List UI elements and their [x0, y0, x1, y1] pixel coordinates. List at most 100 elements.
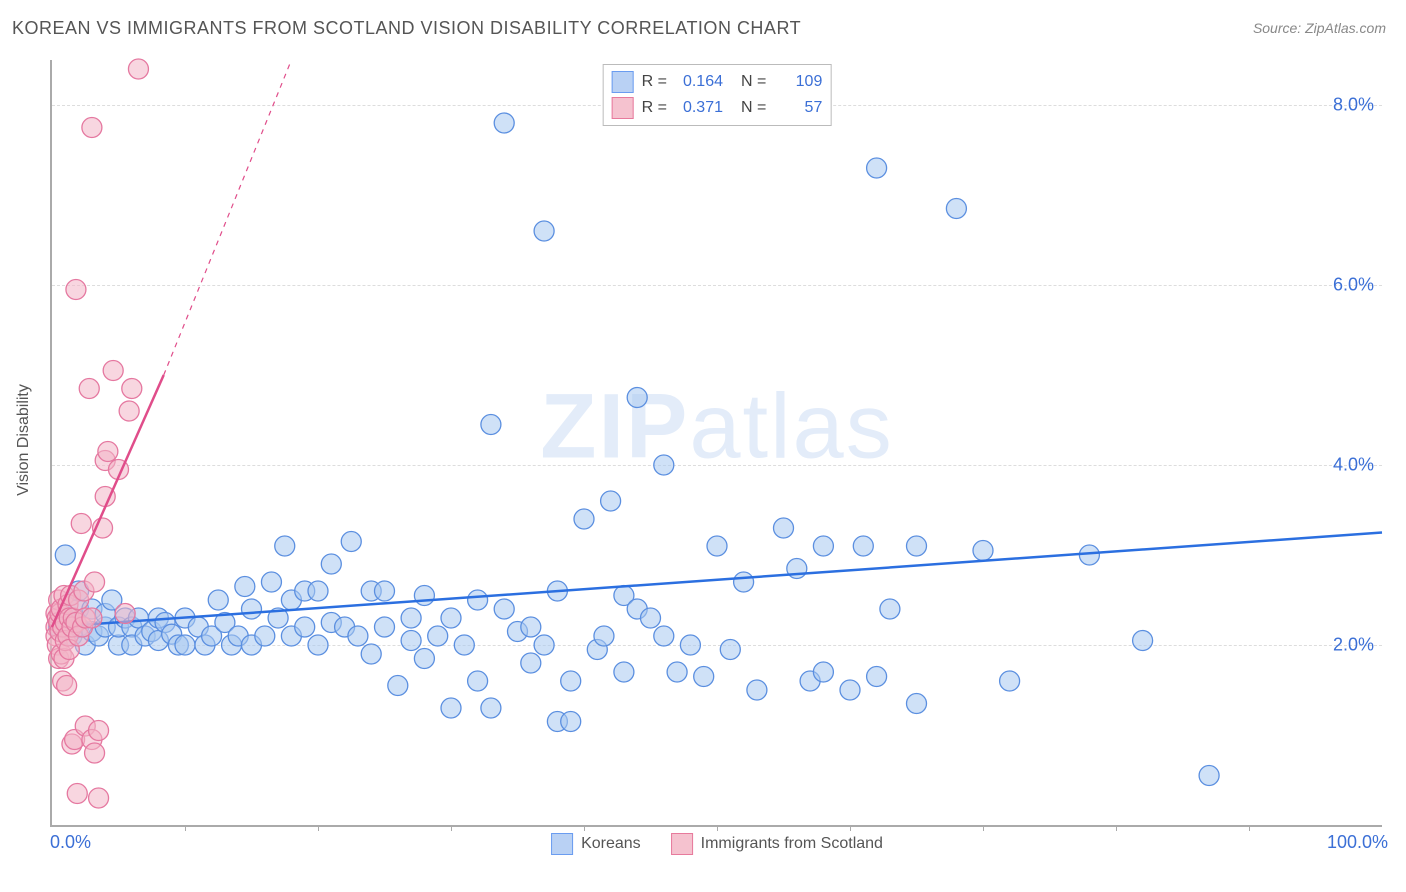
data-point: [454, 635, 474, 655]
y-axis-label: Vision Disability: [15, 384, 33, 496]
data-point: [774, 518, 794, 538]
data-point: [867, 158, 887, 178]
data-point: [98, 442, 118, 462]
data-point: [667, 662, 687, 682]
data-point: [561, 712, 581, 732]
data-point: [242, 599, 262, 619]
x-axis-tick-mark: [451, 825, 452, 831]
chart-title: KOREAN VS IMMIGRANTS FROM SCOTLAND VISIO…: [12, 18, 801, 39]
data-point: [375, 581, 395, 601]
data-point: [441, 608, 461, 628]
data-point: [813, 536, 833, 556]
legend-swatch: [671, 833, 693, 855]
data-point: [401, 631, 421, 651]
data-point: [720, 640, 740, 660]
data-point: [375, 617, 395, 637]
x-axis-tick-mark: [983, 825, 984, 831]
data-point: [561, 671, 581, 691]
data-point: [680, 635, 700, 655]
data-point: [1133, 631, 1153, 651]
data-point: [494, 113, 514, 133]
data-point: [654, 455, 674, 475]
data-point: [348, 626, 368, 646]
data-point: [208, 590, 228, 610]
data-point: [641, 608, 661, 628]
data-point: [880, 599, 900, 619]
data-point: [308, 581, 328, 601]
x-axis-tick-mark: [850, 825, 851, 831]
data-point: [85, 743, 105, 763]
data-point: [907, 694, 927, 714]
data-point: [534, 221, 554, 241]
data-point: [122, 379, 142, 399]
data-point: [67, 784, 87, 804]
data-point: [481, 415, 501, 435]
data-point: [627, 388, 647, 408]
data-point: [79, 379, 99, 399]
data-point: [66, 280, 86, 300]
data-point: [175, 635, 195, 655]
data-point: [414, 649, 434, 669]
legend-item: Immigrants from Scotland: [671, 833, 883, 855]
x-axis-tick-100: 100.0%: [1327, 832, 1388, 853]
x-axis-tick-0: 0.0%: [50, 832, 91, 853]
data-point: [275, 536, 295, 556]
data-point: [441, 698, 461, 718]
data-point: [694, 667, 714, 687]
data-point: [308, 635, 328, 655]
data-point: [654, 626, 674, 646]
data-point: [614, 662, 634, 682]
data-point: [55, 545, 75, 565]
data-point: [594, 626, 614, 646]
data-point: [428, 626, 448, 646]
x-axis-tick-mark: [318, 825, 319, 831]
data-point: [57, 676, 77, 696]
chart-plot-area: ZIPatlas 2.0%4.0%6.0%8.0% 0.0% 100.0% R …: [50, 60, 1382, 827]
data-point: [119, 401, 139, 421]
data-point: [1199, 766, 1219, 786]
data-point: [853, 536, 873, 556]
data-point: [1000, 671, 1020, 691]
data-point: [734, 572, 754, 592]
data-point: [521, 653, 541, 673]
data-point: [361, 644, 381, 664]
x-axis-tick-mark: [584, 825, 585, 831]
data-point: [321, 554, 341, 574]
data-point: [747, 680, 767, 700]
data-point: [707, 536, 727, 556]
scatter-plot-svg: [52, 60, 1382, 825]
data-point: [973, 541, 993, 561]
data-point: [261, 572, 281, 592]
legend-item: Koreans: [551, 833, 641, 855]
x-axis-tick-mark: [185, 825, 186, 831]
data-point: [867, 667, 887, 687]
data-point: [89, 721, 109, 741]
data-point: [85, 572, 105, 592]
data-point: [840, 680, 860, 700]
x-axis-tick-mark: [717, 825, 718, 831]
data-point: [521, 617, 541, 637]
series-legend: Koreans Immigrants from Scotland: [551, 833, 883, 855]
data-point: [468, 671, 488, 691]
data-point: [414, 586, 434, 606]
trend-line: [52, 375, 164, 627]
data-point: [534, 635, 554, 655]
data-point: [468, 590, 488, 610]
data-point: [388, 676, 408, 696]
data-point: [128, 59, 148, 79]
data-point: [401, 608, 421, 628]
data-point: [89, 788, 109, 808]
data-point: [574, 509, 594, 529]
data-point: [601, 491, 621, 511]
data-point: [103, 361, 123, 381]
data-point: [82, 608, 102, 628]
legend-swatch: [551, 833, 573, 855]
data-point: [946, 199, 966, 219]
source-attribution: Source: ZipAtlas.com: [1253, 20, 1386, 36]
data-point: [235, 577, 255, 597]
trend-line-extension: [164, 60, 292, 375]
data-point: [82, 118, 102, 138]
x-axis-tick-mark: [1116, 825, 1117, 831]
data-point: [813, 662, 833, 682]
data-point: [115, 604, 135, 624]
